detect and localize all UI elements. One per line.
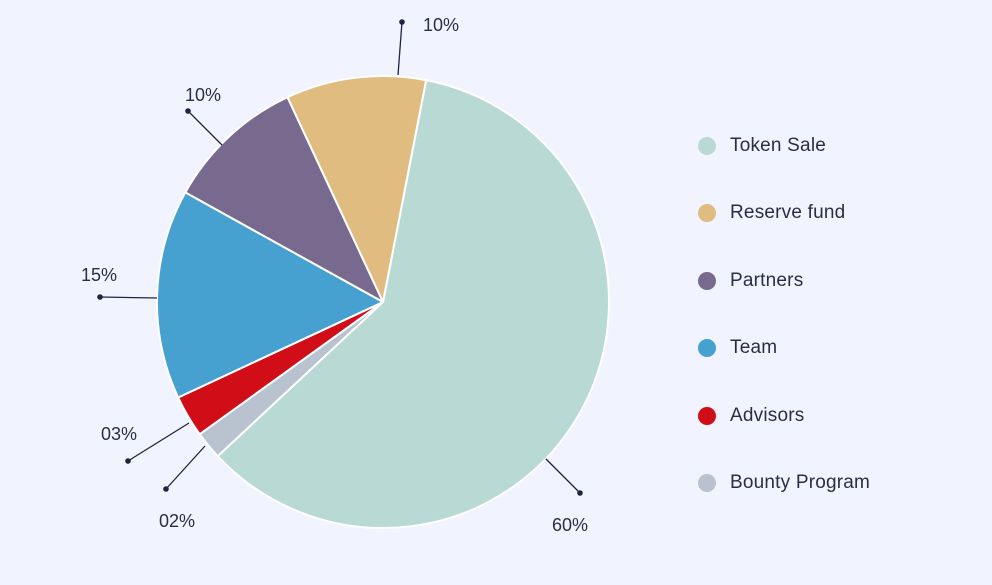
- legend-label: Partners: [730, 269, 804, 291]
- leader-dot: [125, 458, 131, 464]
- legend-label: Bounty Program: [730, 472, 871, 494]
- leader-line: [127, 422, 190, 462]
- legend-dot: [698, 271, 716, 290]
- legend-label: Reserve fund: [730, 202, 846, 224]
- leader-dot: [399, 19, 405, 25]
- pie-slice-token-sale: [216, 79, 610, 529]
- legend-label: Team: [730, 337, 778, 359]
- leader-line: [99, 296, 158, 299]
- legend-label: Token Sale: [730, 134, 827, 156]
- legend-dot: [698, 136, 716, 155]
- leader-line: [397, 21, 403, 76]
- legend-dot: [698, 406, 716, 425]
- pie-slice-team: [156, 191, 384, 399]
- legend-item-team: Team: [698, 315, 978, 383]
- pie-slices: [156, 75, 610, 529]
- legend-item-token-sale: Token Sale: [698, 112, 978, 180]
- legend-item-bounty-program: Bounty Program: [698, 450, 978, 518]
- slice-label: 15%: [81, 265, 117, 285]
- leader-line: [545, 458, 581, 494]
- slice-label: 03%: [101, 424, 137, 444]
- legend-item-advisors: Advisors: [698, 382, 978, 450]
- legend-dot: [698, 474, 716, 493]
- legend-dot: [698, 339, 716, 358]
- leader-dot: [185, 108, 191, 114]
- pie-slice-reserve-fund: [286, 75, 428, 303]
- legend-item-reserve-fund: Reserve fund: [698, 180, 978, 248]
- slice-label: 10%: [423, 15, 459, 35]
- leader-line: [187, 110, 223, 146]
- legend: Token Sale Reserve fund Partners Team Ad…: [698, 112, 978, 517]
- legend-dot: [698, 204, 716, 223]
- pie-slice-partners: [184, 96, 384, 303]
- leader-dot: [577, 490, 583, 496]
- slice-label: 02%: [159, 511, 195, 531]
- leader-dot: [163, 486, 169, 492]
- slice-labels: 60% 02% 03% 15% 10% 10%: [81, 15, 588, 535]
- leader-lines: [97, 19, 583, 496]
- legend-item-partners: Partners: [698, 247, 978, 315]
- slice-label: 10%: [185, 85, 221, 105]
- legend-label: Advisors: [730, 404, 805, 426]
- leader-line: [165, 445, 206, 490]
- leader-dot: [97, 294, 103, 300]
- slice-label: 60%: [552, 515, 588, 535]
